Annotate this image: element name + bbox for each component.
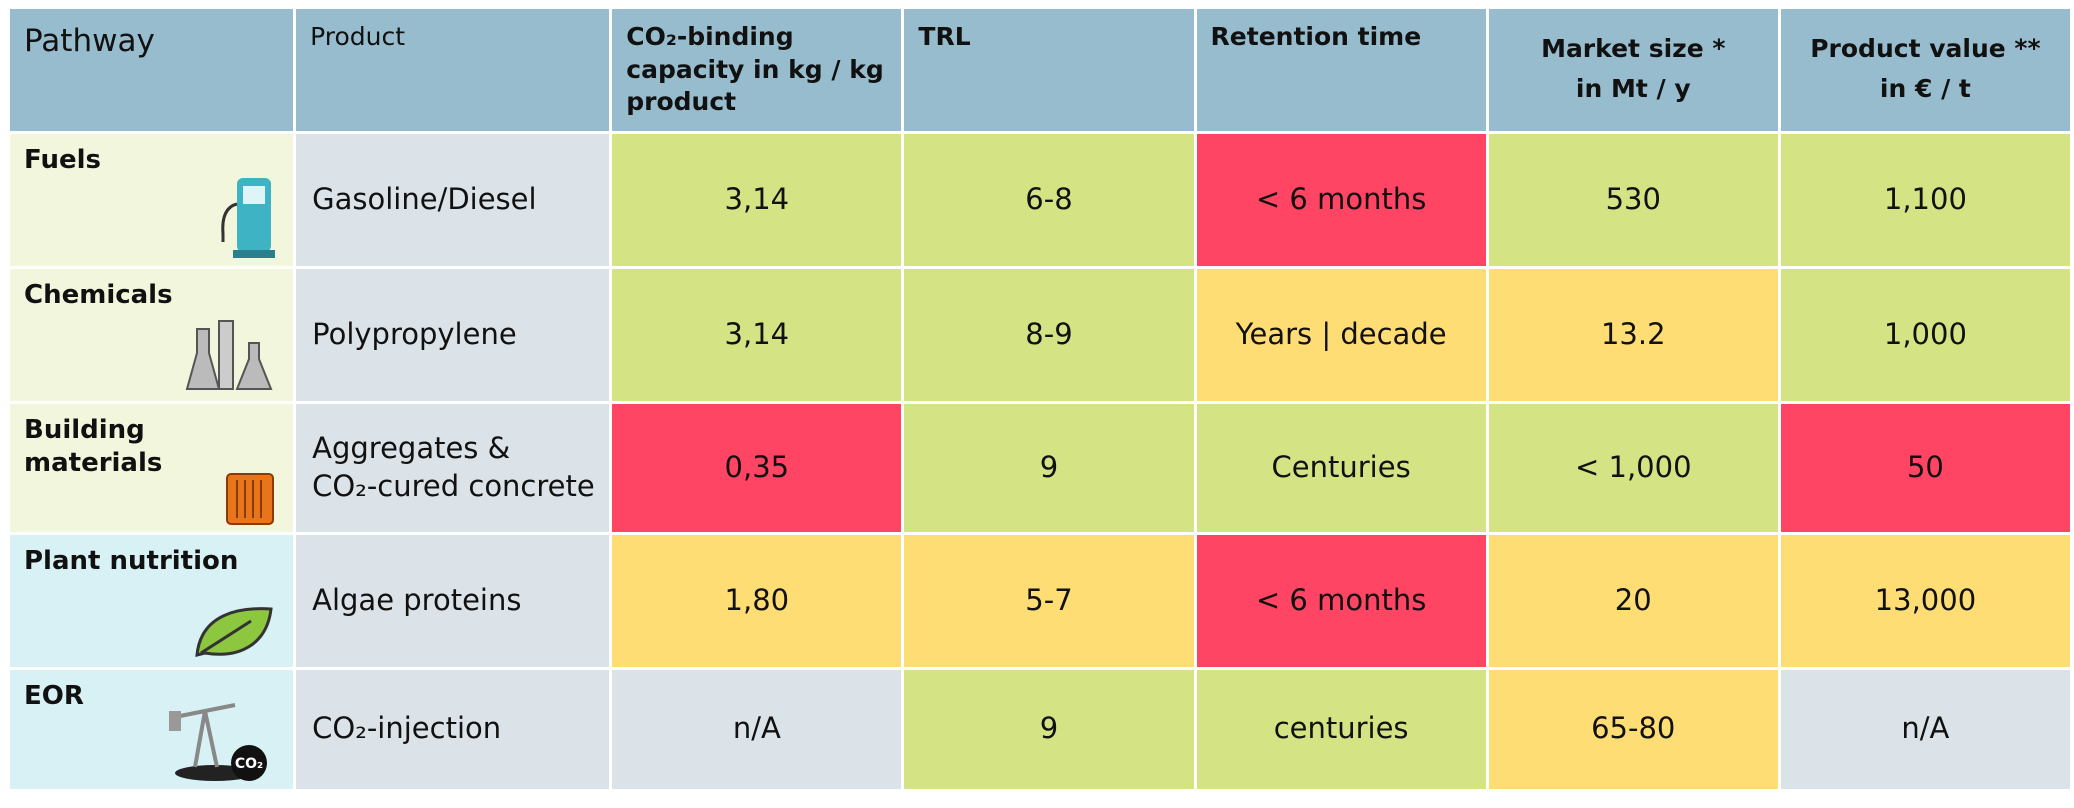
cell: 13,000: [1781, 535, 2070, 667]
row: Chemicals Polypropylene 3,14 8-9 Years |…: [10, 269, 2070, 401]
cell: 1,100: [1781, 134, 2070, 266]
row: Plant nutrition Algae proteins 1,80 5-7 …: [10, 535, 2070, 667]
leaf-icon: [191, 603, 275, 661]
product: CO₂-injection: [296, 670, 609, 789]
cell: 20: [1489, 535, 1778, 667]
cell: 8-9: [904, 269, 1193, 401]
product: Algae proteins: [296, 535, 609, 667]
fuel-icon: [215, 174, 275, 260]
header-cell: Retention time: [1197, 9, 1486, 131]
cell: 530: [1489, 134, 1778, 266]
icon-label: CO₂: [235, 756, 263, 772]
header-cell: CO₂-binding capacity in kg / kg product: [612, 9, 901, 131]
page: Pathway Product CO₂-binding capacity in …: [0, 0, 2074, 808]
product: Polypropylene: [296, 269, 609, 401]
row: EOR CO₂ CO₂-injection n/A 9 centuries 65…: [10, 670, 2070, 789]
cell: < 6 months: [1197, 134, 1486, 266]
pumpjack-icon: CO₂: [165, 697, 275, 783]
pathway-cell: EOR CO₂: [10, 670, 293, 789]
product: Gasoline/Diesel: [296, 134, 609, 266]
pathway-cell: Plant nutrition: [10, 535, 293, 667]
pathway: EOR: [24, 681, 84, 711]
header-cell: Market size * in Mt / y: [1489, 9, 1778, 131]
brick-icon: [225, 472, 275, 526]
cell: 3,14: [612, 134, 901, 266]
cell: 3,14: [612, 269, 901, 401]
header-row: Pathway Product CO₂-binding capacity in …: [10, 9, 2070, 131]
pathway: Fuels: [24, 145, 101, 175]
cell: 1,000: [1781, 269, 2070, 401]
cell: 50: [1781, 404, 2070, 532]
product: Aggregates & CO₂-cured concrete: [296, 404, 609, 532]
cell: n/A: [612, 670, 901, 789]
cell: < 6 months: [1197, 535, 1486, 667]
flask-icon: [185, 319, 275, 395]
header-cell: Product: [296, 9, 609, 131]
header-cell: TRL: [904, 9, 1193, 131]
cell: 13.2: [1489, 269, 1778, 401]
cell: 5-7: [904, 535, 1193, 667]
cell: 65-80: [1489, 670, 1778, 789]
cell: 0,35: [612, 404, 901, 532]
cell: Centuries: [1197, 404, 1486, 532]
cell: 9: [904, 670, 1193, 789]
header-cell: Product value ** in € / t: [1781, 9, 2070, 131]
row: Fuels Gasoline/Diesel 3,14 6-8 < 6 month…: [10, 134, 2070, 266]
row: Building materials Aggregates & CO₂-cure…: [10, 404, 2070, 532]
pathway-cell: Chemicals: [10, 269, 293, 401]
cell: 1,80: [612, 535, 901, 667]
cell: < 1,000: [1489, 404, 1778, 532]
pathway: Chemicals: [24, 280, 173, 310]
cell: centuries: [1197, 670, 1486, 789]
co2-table: Pathway Product CO₂-binding capacity in …: [7, 6, 2073, 792]
pathway: Plant nutrition: [24, 546, 238, 576]
cell: Years | decade: [1197, 269, 1486, 401]
pathway: Building materials: [24, 415, 162, 479]
header-cell: Pathway: [10, 9, 293, 131]
cell: n/A: [1781, 670, 2070, 789]
cell: 9: [904, 404, 1193, 532]
pathway-cell: Building materials: [10, 404, 293, 532]
pathway-cell: Fuels: [10, 134, 293, 266]
cell: 6-8: [904, 134, 1193, 266]
